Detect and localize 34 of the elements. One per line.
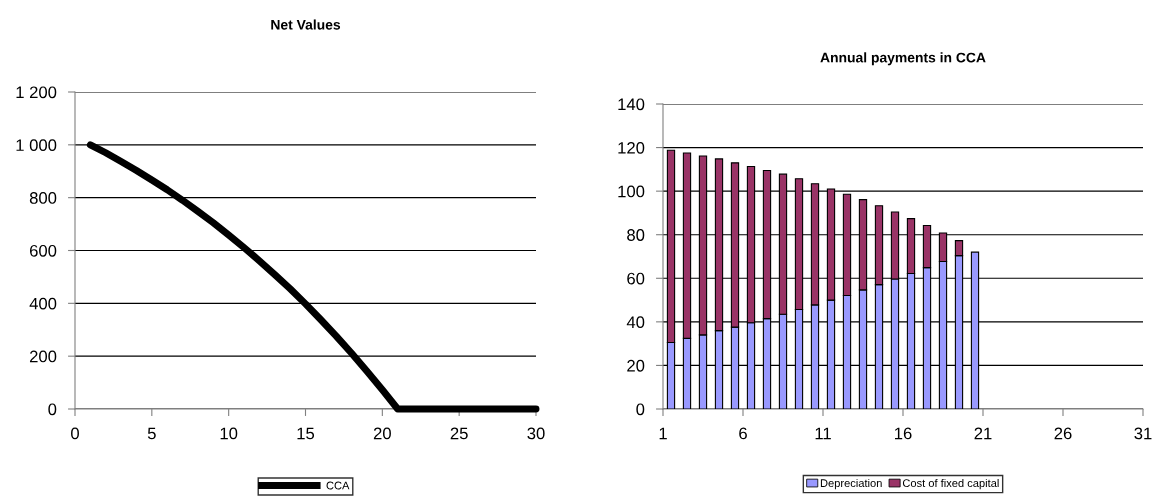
x-tick-label: 11 xyxy=(815,427,831,440)
x-tick-label: 31 xyxy=(1134,427,1152,440)
x-tick-label: 25 xyxy=(450,427,468,440)
y-tick-label: 80 xyxy=(627,229,645,241)
x-tick-label: 30 xyxy=(527,427,545,440)
y-tick-label: 20 xyxy=(627,359,645,372)
chart-title: Annual payments in CCA xyxy=(820,52,986,66)
y-tick-label: 120 xyxy=(618,141,645,154)
y-tick-label: 0 xyxy=(636,403,645,416)
x-tick-label: 1 xyxy=(659,427,667,440)
x-tick-label: 5 xyxy=(147,427,156,440)
x-tick-label: 0 xyxy=(71,427,79,440)
y-tick-label: 1 000 xyxy=(16,139,57,152)
text: CCA xyxy=(326,481,350,490)
x-tick-label: 16 xyxy=(895,427,912,440)
y-tick-label: 0 xyxy=(48,403,57,416)
chart-title: Net Values xyxy=(271,19,341,30)
x-tick-label: 26 xyxy=(1054,427,1072,440)
x-tick-label: 15 xyxy=(297,427,315,440)
x-tick-label: 20 xyxy=(373,427,391,440)
legend-label: Cost of fixed capital xyxy=(902,478,999,490)
y-tick-label: 140 xyxy=(618,98,645,111)
y-tick-label: 1 200 xyxy=(16,86,57,99)
y-tick-label: 800 xyxy=(29,192,57,204)
y-tick-label: 40 xyxy=(626,316,645,329)
y-tick-label: 60 xyxy=(627,272,645,285)
y-tick-label: 200 xyxy=(29,350,57,363)
legend-label: Depreciation xyxy=(820,478,882,490)
x-tick-label: 10 xyxy=(220,427,238,440)
x-tick-label: 21 xyxy=(974,427,992,440)
y-tick-label: 400 xyxy=(29,297,57,310)
y-tick-label: 100 xyxy=(618,185,645,198)
y-tick-label: 600 xyxy=(29,244,57,257)
x-tick-label: 6 xyxy=(739,427,747,440)
